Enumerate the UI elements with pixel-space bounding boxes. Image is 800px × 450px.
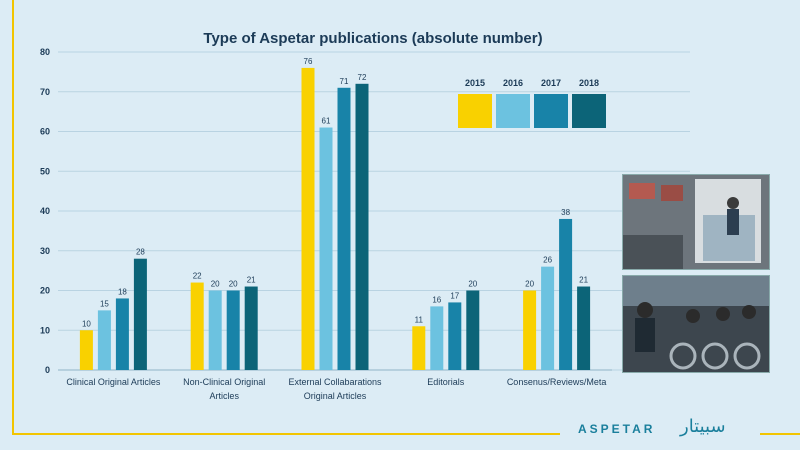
x-category-label: Editorials (427, 377, 465, 387)
bar-2017 (448, 302, 462, 370)
x-category-label: Non-Clinical Original (183, 377, 265, 387)
x-category-label: Clinical Original Articles (66, 377, 161, 387)
legend-swatch-2017 (534, 94, 568, 128)
bar-2018 (133, 258, 147, 370)
legend-swatch-2015 (458, 94, 492, 128)
lab-treadmill-photo (622, 174, 770, 270)
legend-label: 2015 (465, 78, 485, 88)
legend-label: 2016 (503, 78, 523, 88)
x-category-label: Consenus/Reviews/Meta (507, 377, 607, 387)
bar-2016 (319, 127, 333, 371)
x-category-label: Original Articles (304, 391, 367, 401)
bar-2017 (337, 87, 351, 371)
bar-2015 (412, 326, 426, 370)
data-label: 20 (468, 280, 477, 289)
bar-2018 (577, 286, 591, 370)
y-tick-label: 60 (40, 127, 50, 137)
cycling-photo-illustration (623, 276, 769, 372)
bar-2016 (541, 266, 555, 370)
bar-2018 (466, 290, 480, 370)
data-label: 21 (579, 276, 588, 285)
data-label: 15 (100, 299, 109, 308)
y-tick-label: 30 (40, 246, 50, 256)
bar-2017 (115, 298, 129, 370)
data-label: 26 (543, 256, 552, 265)
bar-2017 (226, 290, 240, 370)
y-tick-label: 10 (40, 325, 50, 335)
cycling-test-photo (622, 275, 770, 373)
y-tick-label: 40 (40, 206, 50, 216)
frame-accent-bottom-right (760, 433, 800, 435)
data-label: 20 (525, 280, 534, 289)
bar-2015 (523, 290, 537, 370)
chart-title: Type of Aspetar publications (absolute n… (203, 30, 543, 47)
bar-2017 (559, 218, 573, 370)
data-label: 71 (340, 77, 349, 86)
data-label: 16 (432, 295, 441, 304)
y-tick-label: 0 (45, 365, 50, 375)
data-label: 38 (561, 208, 570, 217)
bar-2018 (355, 83, 369, 371)
data-label: 61 (322, 117, 331, 126)
y-tick-label: 70 (40, 87, 50, 97)
data-label: 76 (304, 57, 313, 66)
frame-accent-left (12, 0, 14, 434)
data-label: 11 (415, 315, 424, 324)
data-label: 22 (193, 272, 202, 281)
data-label: 20 (229, 280, 238, 289)
bar-2016 (208, 290, 222, 370)
x-category-label: External Collabarations (288, 377, 382, 387)
data-label: 20 (211, 280, 220, 289)
bar-2018 (244, 286, 258, 370)
data-label: 72 (358, 73, 367, 82)
y-tick-label: 20 (40, 286, 50, 296)
frame-accent-bottom (12, 433, 560, 435)
aspetar-logo-arabic: سبيتار (680, 416, 726, 437)
data-label: 21 (247, 276, 256, 285)
data-label: 10 (82, 319, 91, 328)
legend-label: 2018 (579, 78, 599, 88)
y-tick-label: 80 (40, 47, 50, 57)
bar-2015 (190, 282, 204, 370)
y-tick-label: 50 (40, 166, 50, 176)
bar-2015 (301, 67, 315, 371)
data-label: 18 (118, 287, 127, 296)
bar-2015 (79, 330, 93, 370)
bar-2016 (430, 306, 444, 370)
x-category-label: Articles (209, 391, 239, 401)
aspetar-logo: ASPETAR (578, 422, 656, 436)
legend-swatch-2016 (496, 94, 530, 128)
data-label: 17 (450, 291, 459, 300)
legend-swatch-2018 (572, 94, 606, 128)
data-label: 28 (136, 248, 145, 257)
lab-photo-illustration (623, 175, 769, 269)
legend-label: 2017 (541, 78, 561, 88)
bar-2016 (97, 310, 111, 370)
